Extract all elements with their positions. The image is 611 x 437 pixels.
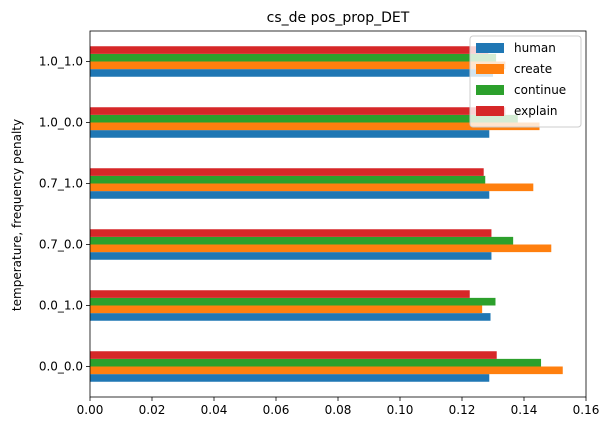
legend-swatch-explain	[476, 106, 504, 116]
y-tick-label: 0.0_0.0	[39, 360, 83, 374]
bar-human-0.7_1.0	[90, 191, 490, 199]
bar-continue-0.7_0.0	[90, 236, 514, 245]
bar-group-0.7_0.0	[90, 229, 552, 260]
bar-human-0.0_0.0	[90, 374, 490, 382]
bar-group-1.0_0.0	[90, 107, 540, 138]
chart-title: cs_de pos_prop_DET	[267, 10, 410, 26]
x-tick-label: 0.14	[511, 403, 538, 417]
bar-human-0.7_0.0	[90, 252, 492, 260]
bar-create-1.0_0.0	[90, 122, 540, 131]
bar-continue-0.7_1.0	[90, 175, 486, 184]
bar-explain-1.0_0.0	[90, 107, 506, 115]
x-tick-label: 0.04	[201, 403, 228, 417]
axes-layer: 0.00 0.02 0.04 0.06 0.08 0.10 0.12 0.14 0.16 0.0_…	[39, 30, 600, 417]
legend-swatch-continue	[476, 85, 504, 95]
bar-human-1.0_1.0	[90, 69, 493, 77]
legend-box	[469, 35, 582, 128]
x-tick-label: 0.10	[387, 403, 414, 417]
legend-label-explain: explain	[514, 104, 558, 118]
bar-explain-1.0_1.0	[90, 46, 489, 54]
legend-swatch-create	[476, 64, 504, 74]
legend-label-continue: continue	[514, 83, 566, 97]
bar-group-1.0_1.0	[90, 46, 506, 77]
bar-continue-1.0_1.0	[90, 53, 497, 62]
bars-layer	[90, 46, 563, 382]
bar-create-0.7_1.0	[90, 183, 534, 192]
x-tick-label: 0.16	[573, 403, 600, 417]
bar-explain-0.7_0.0	[90, 229, 492, 237]
bar-create-1.0_1.0	[90, 61, 506, 70]
x-tick-label: 0.08	[325, 403, 352, 417]
x-tick-label: 0.12	[449, 403, 476, 417]
x-tick-label: 0.00	[77, 403, 104, 417]
legend: human create continue explain	[469, 35, 582, 128]
legend-label-create: create	[514, 62, 552, 76]
y-tick-label: 0.0_1.0	[39, 299, 83, 313]
x-tick-label: 0.02	[139, 403, 166, 417]
y-tick-label: 1.0_0.0	[39, 116, 83, 130]
y-tick-label: 0.7_0.0	[39, 238, 83, 252]
bar-explain-0.7_1.0	[90, 168, 484, 176]
y-axis-label: temperature, frequency penalty	[10, 119, 24, 311]
y-tick-label: 0.7_1.0	[39, 177, 83, 191]
legend-swatch-human	[476, 43, 504, 53]
bar-continue-0.0_1.0	[90, 297, 496, 306]
bar-explain-0.0_0.0	[90, 351, 497, 359]
bar-continue-1.0_0.0	[90, 114, 518, 123]
legend-label-human: human	[514, 41, 556, 55]
bar-create-0.0_0.0	[90, 366, 563, 375]
bar-group-0.0_1.0	[90, 290, 496, 321]
bar-explain-0.0_1.0	[90, 290, 470, 298]
bar-group-0.7_1.0	[90, 168, 534, 199]
x-tick-label: 0.06	[263, 403, 290, 417]
bar-human-0.0_1.0	[90, 313, 491, 321]
bar-group-0.0_0.0	[90, 351, 563, 382]
bar-human-1.0_0.0	[90, 130, 490, 138]
y-tick-label: 1.0_1.0	[39, 55, 83, 69]
bar-create-0.7_0.0	[90, 244, 552, 253]
bar-continue-0.0_0.0	[90, 358, 542, 367]
bar-create-0.0_1.0	[90, 305, 483, 314]
